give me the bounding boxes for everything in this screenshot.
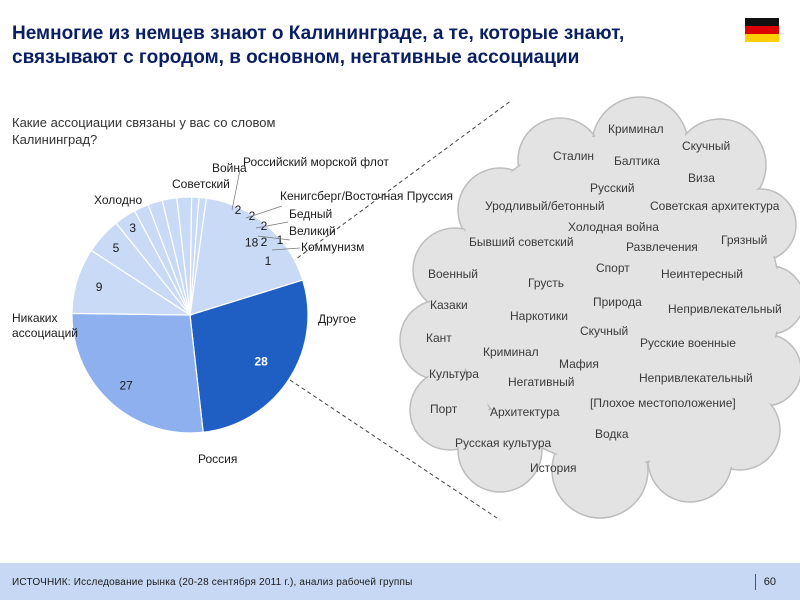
cloud-word: Негативный [508,375,574,389]
cloud-word: Русские военные [640,336,736,350]
cloud-word: Неинтересный [661,267,743,281]
leader-line [255,221,289,229]
data-label-soviet: 5 [113,241,120,255]
leader-line [271,247,301,251]
source-note: ИСТОЧНИК: Исследование рынка (20-28 сент… [12,577,413,588]
cloud-word: Непривлекательный [668,302,782,316]
cloud-word: Спорт [596,261,630,275]
pie-slice [71,312,204,434]
flag-stripe-gold [745,34,779,42]
category-label-soviet: Советский [172,177,230,191]
connector-line-top [291,99,513,263]
cloud-word: Мафия [559,357,599,371]
category-label-cold: Холодно [94,193,142,207]
data-label-small: 1 [265,254,272,268]
data-label-small: 2 [235,203,242,217]
category-label-koenigsberg: Кенигсберг/Восточная Пруссия [280,189,453,203]
cloud-word: Непривлекательный [639,371,753,385]
cloud-word: Холодная война [568,220,659,234]
data-label-other: 18 [245,236,259,250]
category-label-poor: Бедный [289,207,332,221]
category-label-communism: Коммунизм [301,240,364,254]
cloud-word: Скучный [580,324,628,338]
cloud-word: Криминал [608,122,664,136]
data-label-small: 2 [261,235,268,249]
cloud-word: Виза [688,171,715,185]
data-label-small: 1 [277,233,284,247]
cloud-word: Архитектура [490,405,560,419]
word-cloud [399,96,800,519]
cloud-word: Русская культура [455,436,551,450]
cloud-word: Криминал [483,345,539,359]
germany-flag-icon [745,18,779,42]
cloud-word: Скучный [682,139,730,153]
cloud-word: Природа [593,295,642,309]
leader-line [231,169,241,211]
data-label-small: 2 [261,219,268,233]
cloud-word: Кант [426,331,452,345]
pie-slice [189,196,208,316]
cloud-word: Развлечения [626,240,698,254]
category-label-war: Война [212,161,247,175]
cloud-word: Русский [590,181,635,195]
cloud-word: Военный [428,267,478,281]
leader-line [257,235,291,241]
cloud-word: История [530,461,577,475]
cloud-word: Грусть [528,276,564,290]
cloud-word: Бывший советский [469,235,574,249]
cloud-word: Водка [595,427,629,441]
data-label-russia: 28 [254,355,268,369]
category-label-no-associations: Никаких [12,311,58,325]
category-label-no-associations-2: ассоциаций [12,326,78,340]
cloud-word: Казаки [430,298,468,312]
category-label-russia: Россия [198,452,237,466]
leader-line [245,205,283,219]
flag-stripe-black [745,18,779,26]
cloud-word: Сталин [553,149,594,163]
cloud-word: Балтика [614,154,660,168]
page-title: Немногие из немцев знают о Калининграде,… [12,23,625,68]
chart-subtitle: Какие ассоциации связаны у вас со словом… [12,115,276,147]
category-label-great: Великий [289,224,336,238]
category-label-navy: Российский морской флот [243,155,389,169]
data-label-war: 3 [129,221,136,235]
cloud-word: [Плохое местоположение] [590,396,736,410]
cloud-word: Грязный [721,233,767,247]
page-number: 60 [763,576,776,588]
data-label-no-associations: 27 [120,378,134,392]
pie-slice [189,279,309,433]
cloud-word: Наркотики [510,309,568,323]
category-label-other: Другое [318,312,356,326]
cloud-word: Порт [430,402,458,416]
cloud-word: Уродливый/бетонный [485,199,605,213]
pie-chart: 282795318222211РоссияНикакихассоциацийХо… [12,96,800,521]
footer: ИСТОЧНИК: Исследование рынка (20-28 сент… [0,563,800,600]
cloud-word: Культура [429,367,479,381]
flag-stripe-red [745,26,779,34]
cloud-word: Советская архитектура [650,199,780,213]
cloud-fill [452,137,778,463]
footer-divider [755,574,756,590]
pie-slice [189,197,304,316]
connector-line-bottom [289,379,501,521]
data-label-cold: 9 [96,280,103,294]
